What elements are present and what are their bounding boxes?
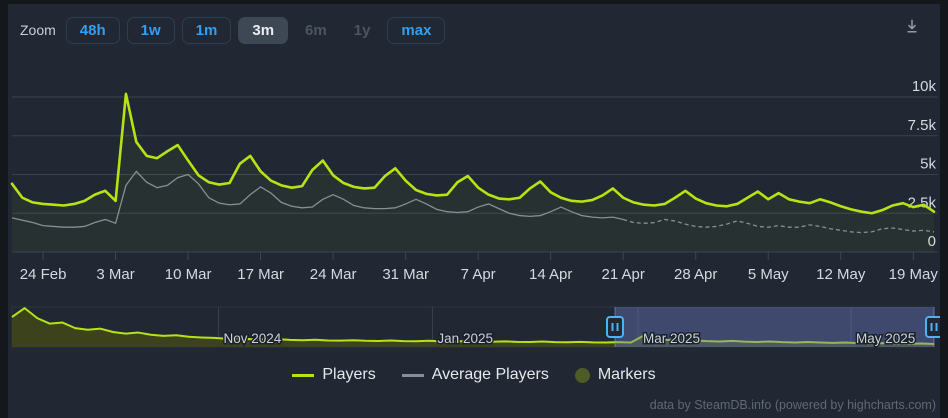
navigator-month-label: Nov 2024 [224, 331, 282, 346]
x-axis-label: 31 Mar [382, 266, 429, 283]
average-players-line-swatch [401, 373, 424, 377]
x-axis-label: 10 Mar [165, 266, 212, 283]
credit-link[interactable]: data by SteamDB.info (powered by highcha… [649, 398, 936, 412]
navigator-right-handle[interactable] [925, 316, 940, 338]
navigator-line [11, 307, 935, 345]
download-icon[interactable] [898, 12, 926, 40]
players-line [10, 92, 936, 215]
legend-item-markers[interactable]: Markers [574, 366, 656, 384]
zoom-toolbar: Zoom 48h 1w 1m 3m 6m 1y max [20, 12, 452, 48]
x-axis-label: 24 Feb [20, 266, 67, 283]
legend-label: Average Players [431, 366, 549, 383]
x-axis-label: 24 Mar [310, 266, 357, 283]
navigator-left-handle[interactable] [605, 316, 624, 338]
zoom-label: Zoom [20, 22, 56, 38]
x-axis-label: 14 Apr [529, 266, 572, 283]
x-axis-label: 21 Apr [602, 266, 645, 283]
average-players-line-dashed [623, 218, 935, 234]
navigator-chart[interactable]: Nov 2024 Jan 2025 Mar 2025 May 2025 [8, 303, 940, 351]
zoom-1w-button[interactable]: 1w [126, 16, 175, 44]
zoom-1y-button: 1y [344, 17, 381, 44]
x-axis-label: 19 May [889, 266, 939, 283]
x-axis-label: 5 May [748, 266, 789, 283]
navigator-month-label: Mar 2025 [643, 331, 700, 346]
legend-label: Markers [597, 366, 656, 383]
y-axis-label: 5k [920, 156, 936, 173]
zoom-48h-button[interactable]: 48h [65, 16, 120, 44]
legend-label: Players [322, 366, 376, 383]
y-axis-label: 10k [912, 78, 937, 95]
zoom-max-button[interactable]: max [387, 16, 446, 44]
players-line-swatch [292, 373, 315, 377]
x-axis-label: 7 Apr [461, 266, 496, 283]
markers-circle-swatch [574, 367, 590, 383]
navigator-month-label: Jan 2025 [437, 331, 493, 346]
average-players-line [11, 170, 624, 228]
legend-item-players[interactable]: Players [292, 366, 376, 384]
chart-legend: Players Average Players Markers [8, 366, 940, 384]
x-axis-label: 28 Apr [674, 266, 717, 283]
y-axis-label: 7.5k [908, 117, 937, 134]
navigator-selected-range[interactable] [614, 307, 934, 347]
navigator-month-label: May 2025 [856, 331, 915, 346]
x-axis-label: 17 Mar [237, 266, 284, 283]
legend-item-average-players[interactable]: Average Players [401, 366, 549, 384]
zoom-6m-button[interactable]: 6m [295, 17, 337, 44]
zoom-3m-button[interactable]: 3m [238, 16, 289, 44]
zoom-1m-button[interactable]: 1m [181, 16, 232, 44]
y-axis-label: 0 [928, 233, 936, 250]
players-area-fill [12, 93, 934, 253]
x-axis-label: 12 May [816, 266, 866, 283]
chart-panel: Zoom 48h 1w 1m 3m 6m 1y max 02.5k5k7.5k1… [8, 4, 940, 418]
x-axis-label: 3 Mar [96, 266, 134, 283]
